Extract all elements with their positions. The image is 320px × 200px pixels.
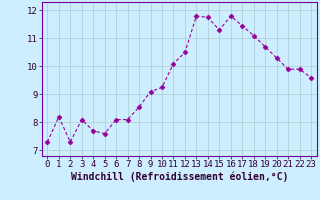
X-axis label: Windchill (Refroidissement éolien,°C): Windchill (Refroidissement éolien,°C)	[70, 172, 288, 182]
